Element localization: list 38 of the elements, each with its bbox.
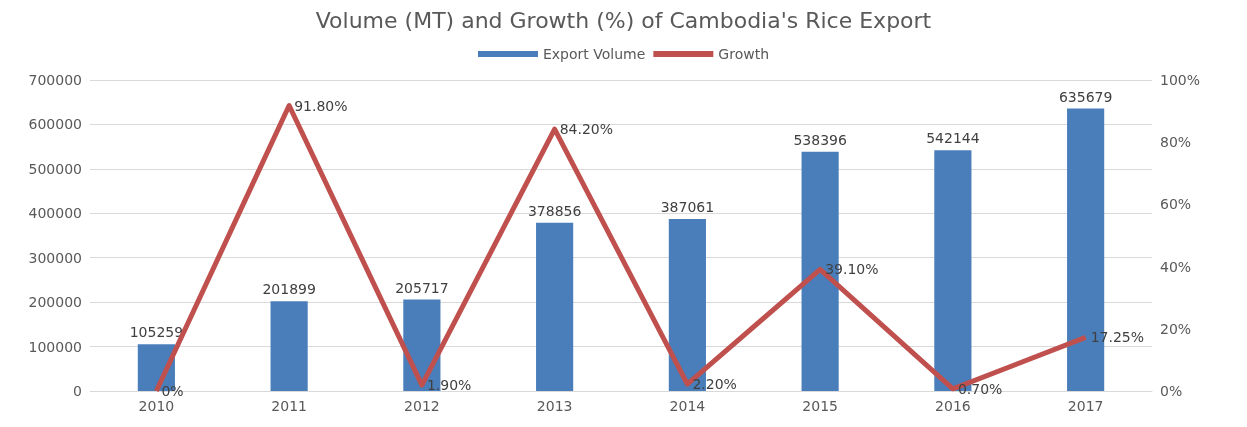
x-tick-label: 2010 <box>138 398 175 414</box>
data-label: 0.70% <box>957 380 1003 397</box>
y2-tick-label: 100% <box>1160 72 1201 88</box>
data-label: 91.80% <box>294 97 348 114</box>
y2-tick-label: 60% <box>1160 196 1192 213</box>
y2-tick-label: 80% <box>1160 134 1192 151</box>
x-tick-label: 2011 <box>271 398 307 414</box>
data-label: 387061 <box>660 199 715 216</box>
y2-tick-label: 0% <box>1160 383 1183 399</box>
legend-label: Export Volume <box>542 46 646 62</box>
data-label: 105259 <box>129 324 184 341</box>
data-label: 542144 <box>926 130 980 147</box>
y2-tick-label: 20% <box>1160 320 1192 337</box>
data-label: 538396 <box>793 131 847 148</box>
data-label: 378856 <box>527 202 582 219</box>
x-tick-label: 2016 <box>935 398 971 414</box>
y-tick-label: 400000 <box>28 205 82 222</box>
y-tick-label: 700000 <box>28 72 82 88</box>
data-label: 84.20% <box>559 121 614 138</box>
y-tick-label: 600000 <box>28 116 82 133</box>
chart-title: Volume (MT) and Growth (%) of Cambodia's Rice Export <box>315 7 932 33</box>
y-tick-label: 200000 <box>28 294 82 311</box>
y-tick-label: 500000 <box>28 160 82 177</box>
x-tick-label: 2012 <box>404 398 440 414</box>
data-label: 635679 <box>1058 88 1113 105</box>
x-tick-label: 2017 <box>1067 398 1104 414</box>
data-label: 201899 <box>262 281 316 298</box>
data-label: 205717 <box>395 279 449 296</box>
legend-label: Growth <box>718 46 770 62</box>
bar <box>270 301 308 391</box>
y-tick-label: 300000 <box>28 249 82 266</box>
bar <box>536 222 574 391</box>
x-tick-label: 2013 <box>536 398 573 414</box>
y2-tick-label: 40% <box>1160 258 1192 275</box>
x-tick-label: 2014 <box>669 398 706 414</box>
x-tick-label: 2015 <box>802 398 838 414</box>
y-tick-label: 100000 <box>28 338 82 355</box>
y-tick-label: 0 <box>73 383 82 399</box>
